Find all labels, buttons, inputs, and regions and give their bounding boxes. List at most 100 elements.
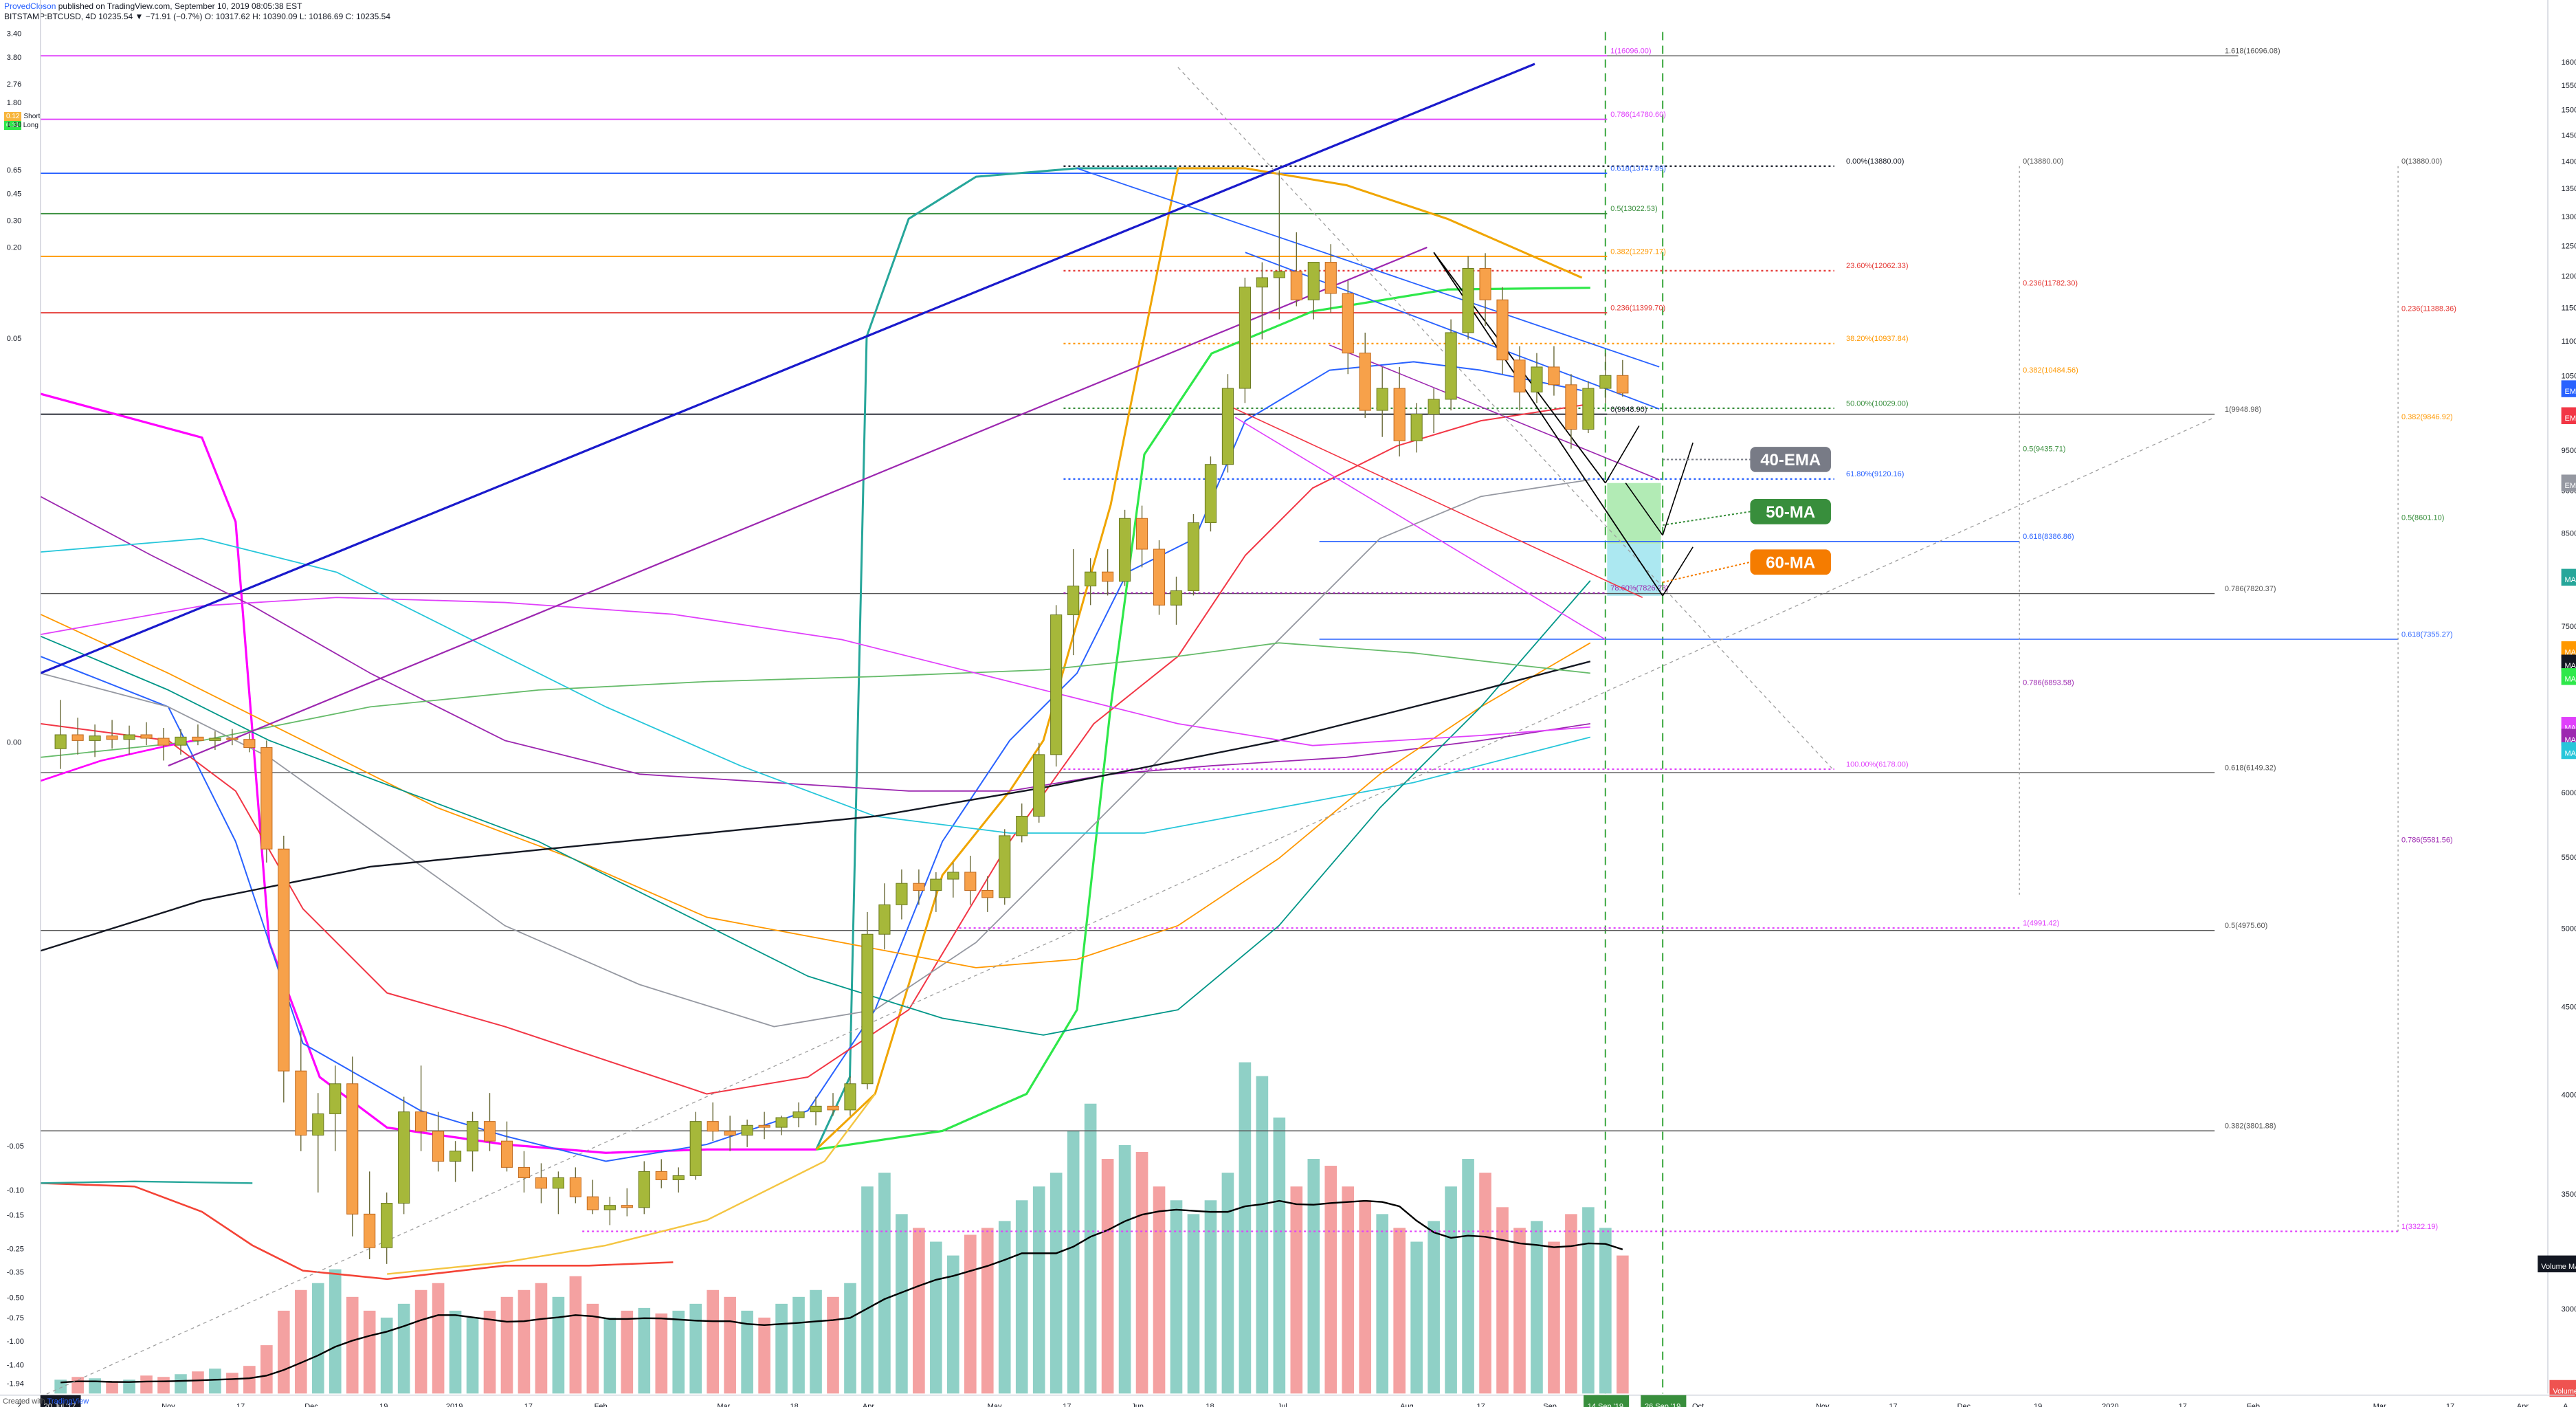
candle-body (71, 734, 84, 741)
fib-projection-label: 0.382(12297.17) (1610, 247, 1666, 256)
price-tick-label: 15500.00 (2562, 82, 2576, 90)
volume-bar (1342, 1186, 1355, 1394)
volume-bar (621, 1310, 634, 1394)
time-tick-label: Feb (595, 1402, 608, 1407)
ma-axis-tag-name: MA (2565, 576, 2576, 584)
fib-level-label: 0.382(3801.88) (2225, 1122, 2276, 1131)
trend-line-14 (1662, 546, 1694, 597)
axis-corner-label: A (2563, 1402, 2568, 1407)
volume-bar (689, 1303, 702, 1394)
time-tick-label: Nov (162, 1402, 175, 1407)
candle-body (1531, 366, 1543, 392)
candle-body (329, 1083, 342, 1114)
volume-bar (724, 1296, 736, 1394)
candle-body (552, 1177, 564, 1189)
time-tick-label: Apr (2517, 1402, 2529, 1407)
time-tick-label: 17 (1063, 1402, 1071, 1407)
trend-line-8 (1177, 67, 1835, 771)
tradingview-brand[interactable]: TradingView (47, 1397, 89, 1406)
trend-line-13 (1662, 442, 1694, 535)
candle-body (192, 736, 204, 741)
volume-tag (2549, 1380, 2576, 1397)
volume-bar (1376, 1214, 1389, 1394)
candle-body (792, 1111, 805, 1118)
price-tick-label: 6000.00 (2562, 789, 2576, 797)
candle-body (1118, 518, 1131, 582)
volume-bar (1067, 1131, 1080, 1394)
date-marker-label: 26 Sep '19 (1645, 1402, 1680, 1407)
fib-level-label: 0.618(6149.32) (2225, 764, 2276, 772)
time-tick-label: 17 (1477, 1402, 1485, 1407)
candle-body (1324, 262, 1337, 294)
green-zone (1607, 483, 1661, 544)
ma-callout-box (1750, 549, 1831, 575)
volume-ma-tag-label: Volume MA (2541, 1263, 2576, 1271)
candle-body (140, 734, 153, 739)
fib-projection-label: 0.5(13022.53) (1610, 205, 1658, 213)
fib-level-label: 0(13880.00) (2023, 157, 2063, 166)
time-tick-label: Jun (1131, 1402, 1144, 1407)
volume-bar (913, 1228, 925, 1394)
volume-bar (1290, 1186, 1303, 1394)
volume-bar (878, 1173, 891, 1394)
time-tick-label: Nov (1816, 1402, 1830, 1407)
candle-body (964, 872, 977, 891)
candle-body (1273, 271, 1285, 278)
moving-average-line-16 (387, 1093, 876, 1275)
volume-bar (964, 1234, 977, 1394)
volume-bar (672, 1310, 685, 1394)
candle-body (1153, 549, 1166, 606)
volume-bar (1015, 1200, 1028, 1394)
tsi-tick-label: 0.20 (7, 244, 21, 252)
candle-body (1582, 388, 1595, 430)
fib-level-label: 0.786(5581.56) (2401, 836, 2453, 844)
volume-bar (861, 1186, 874, 1394)
candle-body (1428, 399, 1440, 415)
volume-bar (140, 1375, 153, 1394)
price-tick-label: 3000.00 (2562, 1305, 2576, 1314)
fib-level-label: 0.618(7355.27) (2401, 630, 2453, 639)
tsi-tick-label: -0.15 (7, 1211, 24, 1219)
tsi-tick-label: 0.65 (7, 166, 21, 175)
candle-body (1496, 299, 1509, 361)
candle-body (844, 1083, 856, 1111)
moving-average-line-11 (40, 661, 1591, 952)
volume-bar (1531, 1221, 1543, 1394)
volume-bar (810, 1289, 822, 1394)
volume-bar (707, 1289, 719, 1394)
ma-callout-box (1750, 447, 1831, 472)
fib-projection-label: 1(16096.00) (1610, 47, 1651, 55)
candle-body (398, 1111, 410, 1204)
volume-bar (209, 1369, 221, 1394)
volume-bar (175, 1374, 187, 1394)
fib-projection-label: 0.618(13747.89) (1610, 164, 1666, 173)
candle-body (672, 1175, 685, 1180)
volume-bar (638, 1307, 651, 1394)
candle-body (1599, 375, 1612, 389)
candle-body (89, 735, 101, 741)
ma-axis-tag-name: EMA (2565, 388, 2576, 396)
volume-bar (1239, 1062, 1252, 1394)
ma-callout-label: 40-EMA (1760, 451, 1821, 469)
candle-body (1479, 267, 1491, 300)
time-tick-label: Dec (304, 1402, 318, 1407)
candle-body (312, 1113, 324, 1136)
candle-body (1187, 522, 1200, 591)
candle-body (775, 1117, 788, 1128)
candle-body (913, 883, 925, 891)
ma-callout-pointer (1662, 561, 1751, 584)
price-tick-label: 13000.00 (2562, 213, 2576, 221)
trend-line-4 (1231, 406, 1643, 598)
candle-body (1085, 571, 1097, 587)
price-tick-label: 8500.00 (2562, 529, 2576, 538)
author-name[interactable]: ProvedCloson (4, 1, 56, 11)
volume-bar (518, 1289, 531, 1394)
volume-bar (586, 1303, 599, 1394)
candle-body (243, 739, 256, 749)
volume-bar (998, 1221, 1011, 1394)
candle-body (638, 1171, 650, 1208)
candle-body (655, 1171, 667, 1180)
volume-bar (243, 1366, 256, 1394)
candle-body (295, 1070, 307, 1136)
